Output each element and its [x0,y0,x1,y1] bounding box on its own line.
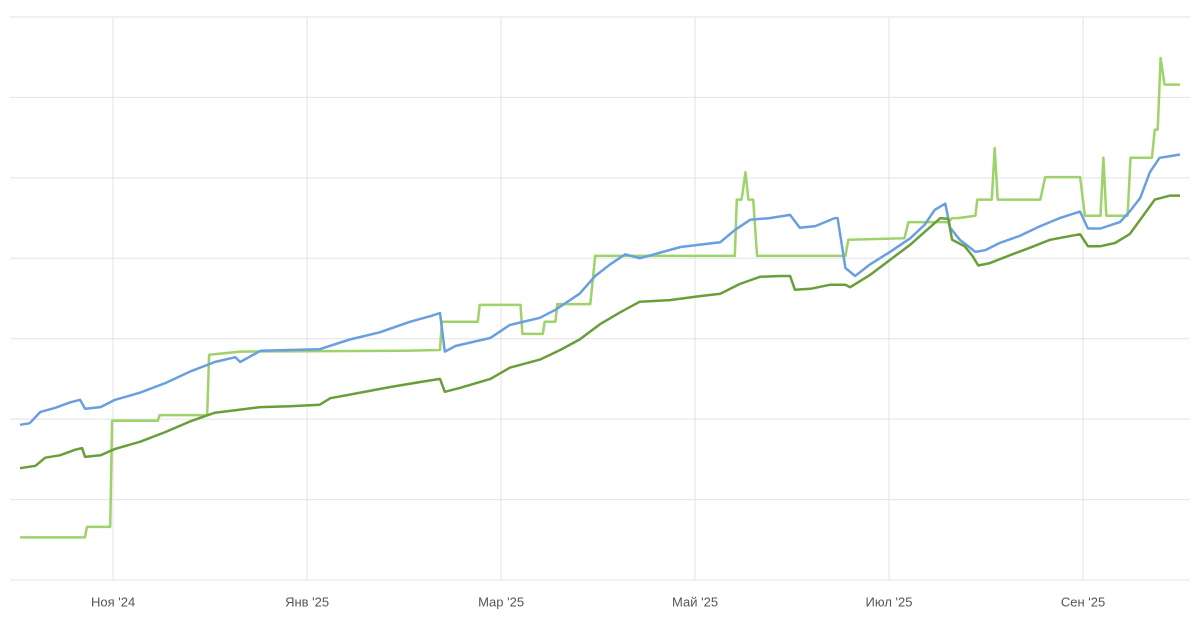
series-line [19,153,1181,427]
x-tick-label: Ноя '24 [91,594,135,609]
x-tick-label: Июл '25 [866,594,913,609]
x-tick-label: Май '25 [672,594,718,609]
x-tick-label: Янв '25 [285,594,329,609]
x-tick-label: Мар '25 [478,594,524,609]
x-tick-label: Сен '25 [1061,594,1105,609]
series-line [20,56,1180,539]
series-line [19,194,1180,470]
